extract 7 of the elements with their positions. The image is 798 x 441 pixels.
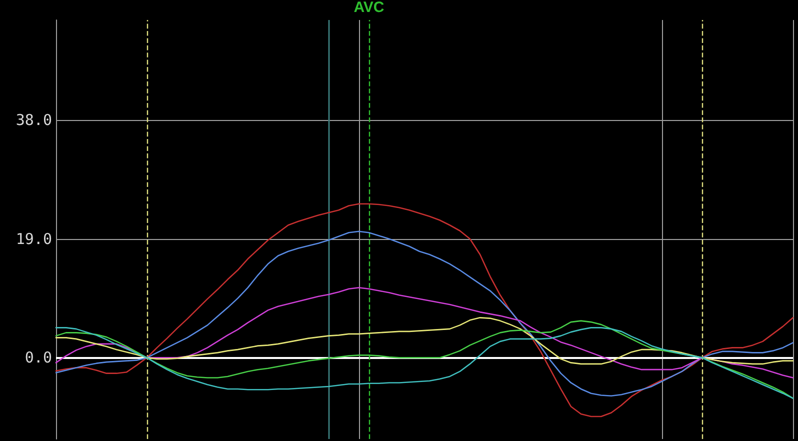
y-tick-label: 0.0	[24, 348, 52, 367]
text: AVC	[354, 0, 384, 16]
line-series	[55, 230, 794, 396]
line-series	[55, 287, 794, 378]
line-series	[55, 203, 794, 418]
y-tick-label: 38.0	[16, 111, 52, 130]
y-tick-label: 19.0	[16, 230, 52, 248]
